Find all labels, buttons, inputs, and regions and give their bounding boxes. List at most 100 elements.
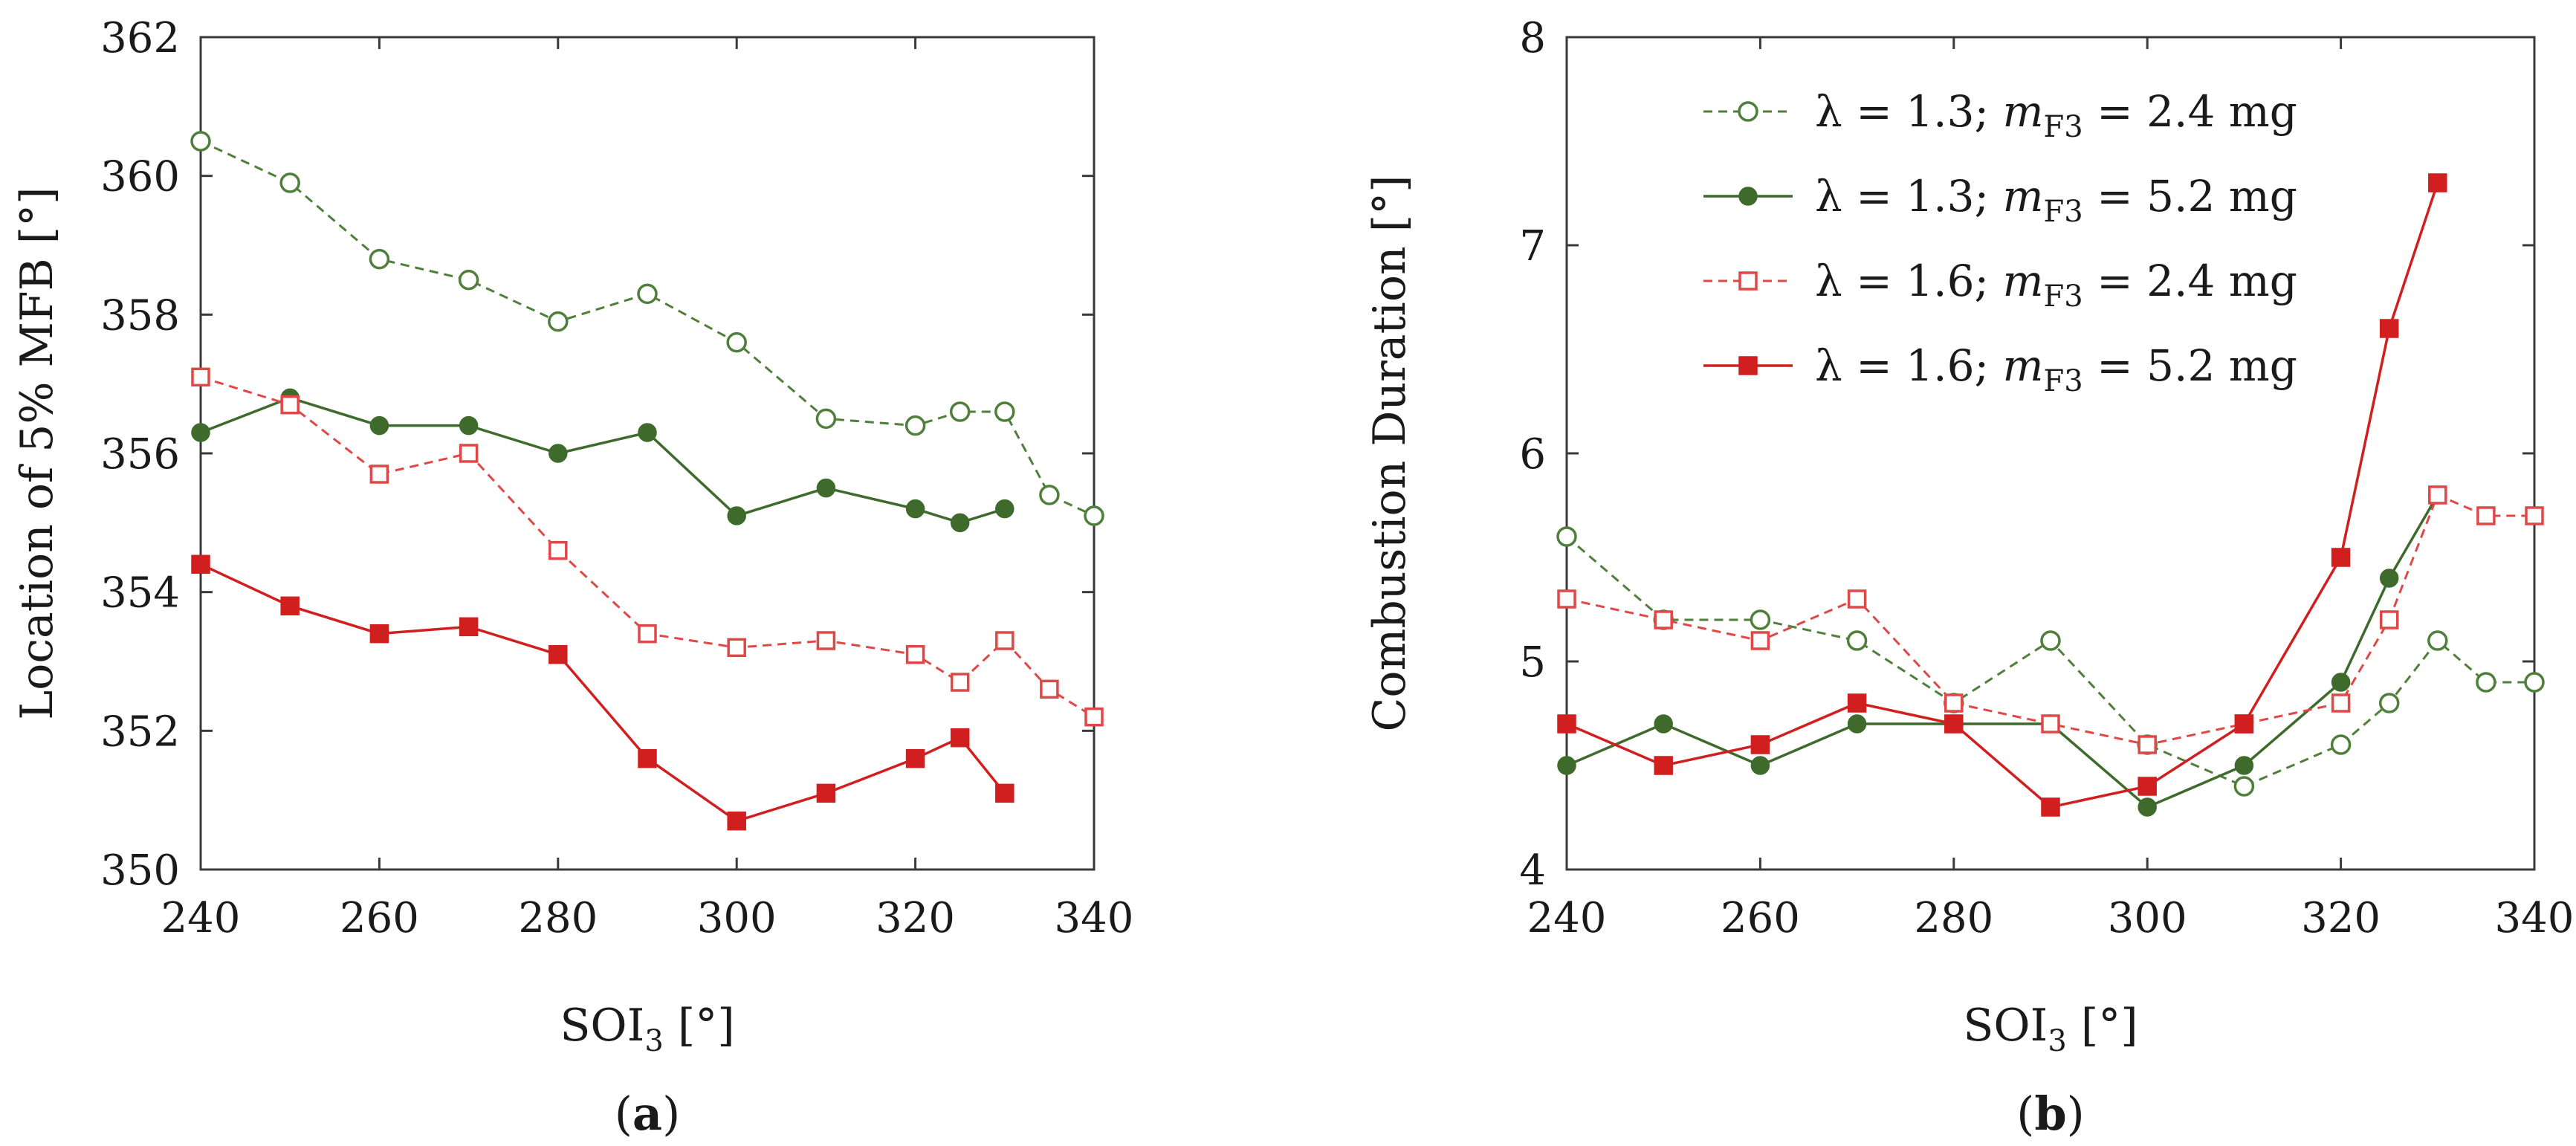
chart-0-series-2-point-8 (905, 644, 925, 664)
chart-1-series-1-point-8 (2331, 673, 2351, 692)
chart-1-series-2-point-8 (2331, 693, 2351, 713)
chart-0-panel-label: (a) (615, 1087, 681, 1141)
legend-lambda: λ = 1.3; (1815, 86, 2002, 137)
chart-0-series-0-point-7 (815, 408, 837, 430)
legend-lambda: λ = 1.3; (1815, 171, 2002, 221)
chart-0-series-3-point-2 (369, 624, 389, 644)
chart-0-series-2-point-4 (548, 540, 568, 560)
chart-0-y-tick-label-5: 360 (100, 153, 180, 201)
legend-var: m (2002, 86, 2043, 137)
chart-0-series-0-point-6 (726, 331, 747, 353)
chart-0-y-tick-label-3: 356 (100, 430, 180, 479)
chart-1-series-0-point-5 (2040, 630, 2061, 651)
chart-1-series-3-point-2 (1750, 735, 1770, 754)
chart-1-series-3-point-5 (2041, 797, 2060, 817)
chart-1-series-2-point-2 (1750, 631, 1770, 650)
chart-0-series-0-line (200, 140, 1095, 517)
chart-1-series-0-point-11 (2476, 672, 2496, 693)
legend-var: m (2002, 340, 2043, 391)
chart-1-series-1-point-9 (2379, 569, 2399, 588)
chart-1-series-3-point-0 (1557, 714, 1576, 734)
panel-label-letter: a (632, 1087, 662, 1141)
legend-lambda: λ = 1.6; (1815, 256, 2002, 306)
legend-label-2: λ = 1.6; mF3 = 2.4 mg (1815, 256, 2297, 314)
chart-0-x-tick-label-1: 260 (340, 894, 419, 942)
legend-mass: = 2.4 mg (2083, 86, 2297, 137)
chart-0-series-3-point-8 (905, 748, 925, 768)
chart-0-series-2-point-2 (369, 464, 389, 484)
legend-var: m (2002, 171, 2043, 221)
panel-label-close: ) (662, 1087, 680, 1141)
chart-1-series-2-point-12 (2525, 506, 2544, 525)
x-axis-title-unit: [°] (2067, 1000, 2138, 1052)
legend-mass: = 2.4 mg (2083, 256, 2297, 306)
chart-1-series-3-point-1 (1654, 756, 1673, 775)
chart-0-series-1-point-4 (548, 444, 568, 463)
chart-0-series-1-point-9 (950, 513, 970, 533)
chart-0-y-tick-label-2: 354 (100, 569, 180, 618)
panel-b: 240 260 280 300 320 340 4 5 6 7 8 Combustion Durati… (1364, 14, 2574, 1141)
chart-0-y-tick-label-4: 358 (100, 291, 180, 340)
legend-mass: = 5.2 mg (2083, 340, 2297, 391)
legend-var-sub: F3 (2043, 110, 2083, 144)
chart-1-series-0-point-9 (2378, 693, 2400, 713)
legend-var-sub: F3 (2043, 364, 2083, 398)
chart-0-series-2-point-7 (816, 631, 836, 650)
chart-0-series-1-point-8 (905, 499, 925, 519)
chart-0-series-1-line (200, 396, 1006, 525)
chart-0-x-tick-label-3: 300 (697, 894, 777, 942)
chart-0-series-3-point-5 (638, 748, 657, 768)
chart-1-y-tick-label-4: 8 (1519, 14, 1546, 62)
chart-0-series-2-point-5 (638, 624, 657, 644)
chart-1-series-2-point-11 (2476, 506, 2496, 525)
chart-0-series-0-point-8 (904, 415, 926, 436)
chart-1-series-1-point-1 (1654, 714, 1673, 734)
chart-0-series-0-point-0 (190, 131, 211, 152)
chart-0-series-3-point-9 (950, 728, 970, 748)
chart-0-series-0-point-10 (994, 401, 1015, 422)
chart-0-series-1-point-0 (191, 423, 210, 442)
panel-a: 240 260 280 300 320 340 350 352 354 356 358 360 362 L… (11, 14, 1133, 1141)
chart-0-series-3-point-6 (727, 811, 746, 831)
x-axis-title-main: SOI (560, 1000, 644, 1052)
chart-1-series-0-point-12 (2524, 672, 2545, 693)
chart-1-series-2-point-9 (2379, 610, 2399, 629)
chart-1-series-3-point-7 (2234, 714, 2254, 734)
chart-0-series-1-point-5 (638, 423, 657, 442)
chart-1-series-0-point-10 (2427, 630, 2448, 651)
legend-marker-1 (1738, 187, 1758, 206)
chart-0-series-3-point-3 (459, 617, 479, 637)
chart-0-y-tick-label-6: 362 (100, 14, 180, 62)
chart-0-series-0-point-12 (1084, 505, 1104, 526)
legend-mass: = 5.2 mg (2083, 171, 2297, 221)
chart-0-y-axis-title: Location of 5% MFB [°] (11, 187, 63, 719)
chart-0-series-3-point-7 (816, 783, 836, 803)
legend-lambda: λ = 1.6; (1815, 340, 2002, 391)
x-axis-title-unit: [°] (664, 1000, 735, 1052)
chart-0-series-0-point-9 (949, 401, 971, 422)
chart-0-x-axis-title: SOI3 [°] (560, 1000, 734, 1058)
chart-0-series-0-point-2 (369, 248, 390, 270)
chart-1-series-3-point-9 (2379, 319, 2399, 338)
chart-0-series-3-point-4 (548, 644, 568, 664)
chart-0-series-2-point-1 (280, 395, 300, 415)
legend-var-sub: F3 (2043, 279, 2083, 314)
chart-1-series-0-point-2 (1750, 609, 1771, 630)
chart-0-series-0-point-3 (458, 269, 479, 291)
chart-0-x-tick-label-0: 240 (161, 894, 241, 942)
chart-0-series-0-point-1 (279, 172, 300, 193)
chart-0-series-0-point-5 (637, 283, 658, 305)
chart-0-series-2-point-12 (1084, 707, 1104, 727)
chart-1-series-1-point-0 (1557, 756, 1576, 775)
chart-1-y-tick-label-0: 4 (1519, 846, 1546, 895)
panel-label-letter: b (2034, 1087, 2066, 1141)
chart-0-series-2-point-10 (995, 631, 1014, 650)
chart-0-series-2-point-6 (727, 638, 746, 658)
chart-1-panel-label: (b) (2016, 1087, 2085, 1141)
chart-0-series-3-point-10 (995, 783, 1014, 803)
legend-marker-2 (1738, 271, 1758, 291)
chart-0-x-tick-label-2: 280 (518, 894, 598, 942)
x-axis-title-sub: 3 (2048, 1024, 2066, 1058)
chart-1-series-2-point-0 (1557, 589, 1576, 609)
